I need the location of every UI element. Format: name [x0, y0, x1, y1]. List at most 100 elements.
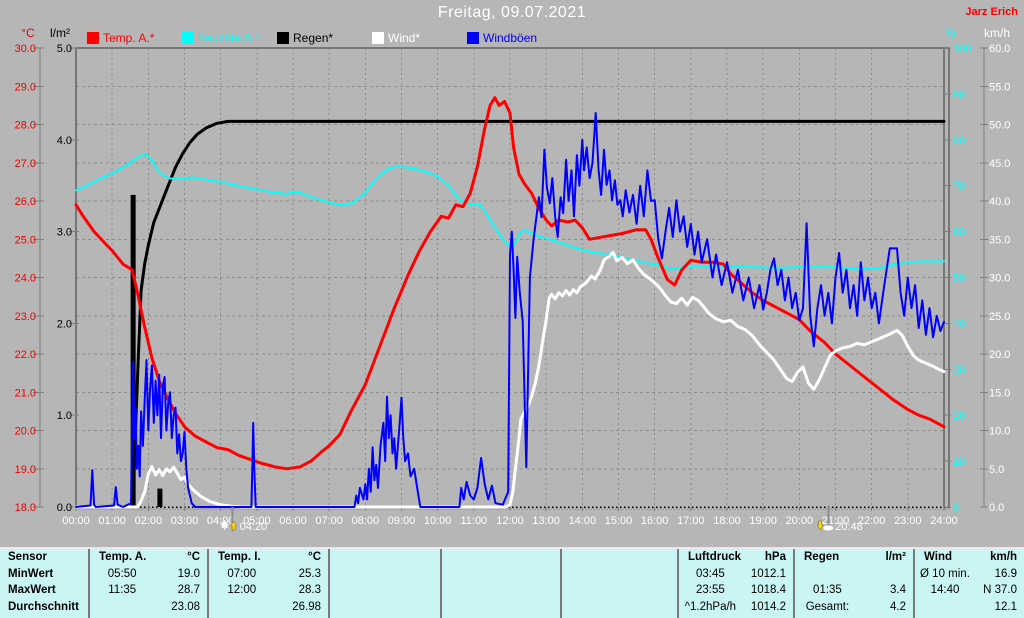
rain-bar [130, 194, 136, 507]
sunset-icon [816, 520, 834, 531]
stats-header-value [400, 549, 441, 566]
stats-header-value: km/h [990, 551, 1017, 563]
stats-row-label: MinWert [8, 567, 54, 580]
temp_c-tick-label: 20.0 [15, 426, 36, 438]
x-tick-label: 24:00 [930, 515, 958, 527]
stats-max-value: 28.3 [298, 584, 321, 596]
pct-tick-label: 30 [953, 364, 965, 376]
kmh-tick-label: 55.0 [989, 81, 1010, 93]
pct-axis-title: % [945, 26, 956, 40]
stats-avg-time [209, 599, 274, 616]
legend-swatch-icon [182, 32, 194, 44]
sunrise-icon [220, 520, 238, 531]
stats-avg-time [562, 599, 625, 616]
stats-header-time: Luftdruck [688, 551, 742, 563]
stats-min-time: 07:00 [227, 567, 257, 580]
stats-column-4 [440, 549, 560, 618]
stats-header-value [516, 549, 560, 566]
pct-tick-label: 20 [953, 410, 965, 422]
stats-min-time: Ø 10 min. [920, 567, 970, 580]
rain-tick-label: 3.0 [57, 227, 72, 239]
temp_c-tick-label: 28.0 [15, 120, 36, 132]
stats-max-time: 11:35 [108, 584, 137, 596]
x-tick-label: 06:00 [279, 515, 307, 527]
weather-chart: 30.0 29.0 28.0 27.0 26.0 25.0 24.0 23.0 22.0 21.0… [15, 26, 1011, 533]
stats-max-value [391, 582, 441, 599]
rain-bar [157, 488, 163, 507]
temp_c-tick-label: 29.0 [15, 81, 36, 93]
stats-avg-value [625, 599, 677, 616]
stats-avg-time: Gesamt: [805, 600, 850, 613]
pct-tick-label: 10 [953, 456, 965, 468]
pct-tick-label: 90 [953, 89, 965, 101]
pct-tick-label: 100 [953, 43, 971, 55]
stats-avg-value [391, 599, 441, 616]
temp_c-tick-label: 24.0 [15, 273, 36, 285]
page-title: Freitag, 09.07.2021 [437, 4, 587, 21]
kmh-tick-label: 0.0 [989, 502, 1004, 514]
stats-max-time: 12:00 [227, 584, 257, 596]
stats-max-value: 28.7 [177, 584, 200, 596]
kmh-tick-label: 25.0 [989, 311, 1010, 323]
stats-avg-time [442, 599, 507, 616]
sunset-marker: 20:48 [816, 520, 863, 533]
kmh-tick-label: 35.0 [989, 234, 1010, 246]
stats-min-time [330, 566, 391, 583]
stats-avg-value: 12.1 [994, 600, 1017, 613]
legend-swatch-icon [372, 32, 384, 44]
stats-max-value [507, 582, 560, 599]
pct-tick-label: 40 [953, 318, 965, 330]
stats-table: Sensor MinWert MaxWert Durchschnitt Temp. A.… [0, 547, 1024, 618]
stats-min-value [625, 566, 677, 583]
stats-header-value: °C [308, 551, 321, 563]
stats-row-label: Sensor [8, 551, 47, 563]
stats-min-time [442, 566, 507, 583]
legend-swatch-icon [87, 32, 99, 44]
legend-item-0: Temp. A.* [87, 31, 154, 45]
stats-row-labels: Sensor MinWert MaxWert Durchschnitt [0, 549, 88, 618]
stats-header-time: Wind [924, 551, 952, 563]
legend-item-1: Feuchte A.* [182, 31, 260, 45]
stats-min-value: 1012.1 [750, 567, 786, 580]
series-line-windb-en [75, 112, 945, 508]
stats-column-2: Temp. I. °C 07:00 25.3 12:00 28.3 26.98 [207, 549, 328, 618]
stats-min-time: 03:45 [695, 567, 725, 580]
stats-max-time [562, 582, 625, 599]
stats-max-time: 01:35 [813, 584, 842, 596]
stats-header-value: hPa [764, 551, 786, 563]
stats-header-value [634, 549, 677, 566]
temp_c-tick-label: 30.0 [15, 43, 36, 55]
kmh-tick-label: 5.0 [989, 464, 1004, 476]
x-tick-label: 08:00 [352, 515, 380, 527]
stats-avg-time [915, 599, 975, 616]
stats-column-3 [328, 549, 440, 618]
x-tick-label: 14:00 [569, 515, 597, 527]
kmh-tick-label: 30.0 [989, 273, 1010, 285]
x-tick-label: 17:00 [677, 515, 705, 527]
stats-min-value [507, 566, 560, 583]
stats-min-time: 05:50 [107, 567, 137, 580]
stats-min-value: 16.9 [994, 567, 1017, 580]
kmh-tick-label: 45.0 [989, 158, 1010, 170]
stats-max-value: 1018.4 [750, 584, 786, 596]
stats-min-value [391, 566, 441, 583]
stats-max-value: 3.4 [890, 584, 906, 596]
stats-header-time: Regen [804, 551, 840, 563]
legend-label: Regen* [293, 31, 334, 45]
stats-header-time [562, 549, 634, 566]
stats-min-time [795, 566, 860, 583]
kmh-tick-label: 40.0 [989, 196, 1010, 208]
stats-max-time: 23:55 [695, 584, 725, 596]
x-tick-label: 12:00 [496, 515, 524, 527]
x-tick-label: 03:00 [171, 515, 199, 527]
x-tick-label: 09:00 [388, 515, 416, 527]
stats-max-time: 14:40 [930, 584, 960, 596]
rain-axis-title: l/m² [50, 26, 70, 40]
x-tick-label: 15:00 [605, 515, 633, 527]
stats-avg-value: 26.98 [292, 600, 321, 613]
rain-tick-label: 1.0 [57, 410, 72, 422]
x-tick-label: 04:00 [207, 515, 235, 527]
stats-column-5 [560, 549, 677, 618]
pct-tick-label: 70 [953, 181, 965, 193]
